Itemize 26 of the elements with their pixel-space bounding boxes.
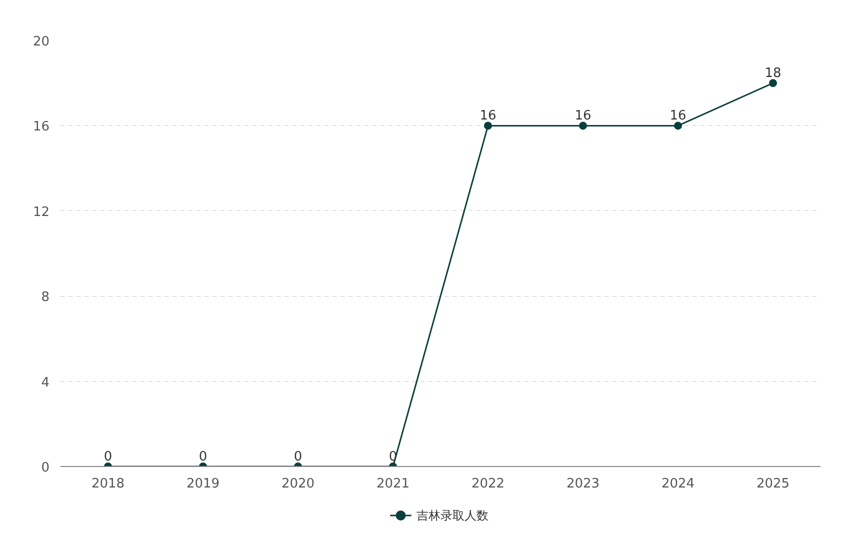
data-label: 0 [104,450,112,464]
x-tick-label: 2024 [661,476,695,492]
y-tick-label: 0 [41,460,50,476]
point [674,122,682,130]
y-tick-label: 16 [32,120,50,135]
y-tick-label: 12 [32,204,50,220]
data-label: 18 [764,66,782,82]
point [579,122,587,130]
x-tick-label: 2019 [186,476,220,492]
x-tick-label: 2022 [471,476,505,492]
data-label: 16 [480,108,496,124]
data-label: 0 [294,450,302,464]
data-label: 16 [670,108,686,124]
legend-label: 吉林录取人数 [416,508,489,522]
x-tick-label: 2018 [91,476,125,492]
data-label: 0 [198,450,208,464]
data-label: 16 [574,108,592,124]
point [769,79,777,88]
y-tick-label: 8 [41,290,50,306]
x-tick-label: 2021 [376,476,410,492]
point [484,122,492,130]
x-tick-label: 2020 [281,476,315,492]
y-tick-label: 4 [41,375,50,390]
x-tick-label: 2023 [566,476,600,492]
y-tick-label: 20 [32,34,50,50]
x-tick-label: 2025 [756,476,790,492]
